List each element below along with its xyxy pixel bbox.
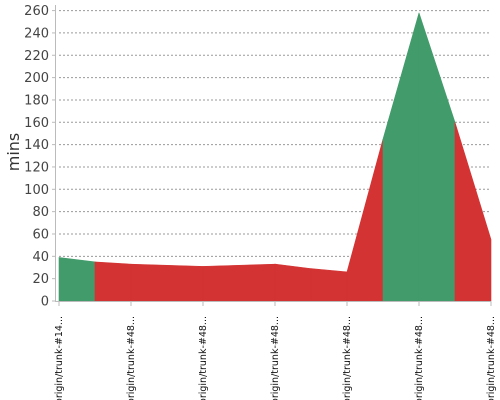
y-axis-label: mins — [4, 133, 23, 172]
area-segment-fail — [130, 263, 204, 302]
x-tick-label: origin/trunk-#14... — [54, 316, 65, 400]
area-segment-fail — [346, 138, 384, 302]
y-tick-label: 200 — [24, 71, 49, 86]
y-tick-label: 240 — [24, 26, 49, 41]
y-tick-label: 160 — [24, 116, 49, 131]
y-tick-label: 60 — [32, 227, 49, 242]
x-tick-label: origin/trunk-#48... — [270, 316, 281, 400]
y-tick-label: 40 — [32, 250, 49, 265]
area-segment-fail — [310, 268, 348, 302]
area-segment-pass — [58, 257, 96, 302]
y-tick-label: 20 — [32, 272, 49, 287]
area-segment-fail — [454, 122, 492, 302]
y-tick-labels: 0 20 40 60 80 100 120 140 160 180 200 220 240 260 — [24, 4, 49, 309]
x-tick-label: origin/trunk-#48... — [414, 316, 425, 400]
x-tick-label: origin/trunk-#48... — [126, 316, 137, 400]
area-segment-fail — [274, 263, 312, 302]
y-tick-label: 100 — [24, 183, 49, 198]
y-tick-label: 80 — [32, 205, 49, 220]
y-tick-label: 260 — [24, 4, 49, 19]
x-tick-label: origin/trunk-#48... — [198, 316, 209, 400]
y-tick-label: 140 — [24, 138, 49, 153]
area-segment-fail — [94, 261, 132, 302]
x-tick-labels: origin/trunk-#14... origin/trunk-#48... or… — [54, 316, 497, 400]
area-segment-pass — [418, 12, 456, 302]
axes — [52, 5, 492, 306]
x-tick-label: origin/trunk-#48... — [342, 316, 353, 400]
y-tick-label: 0 — [41, 295, 49, 310]
area-segment-fail — [202, 263, 276, 302]
area-segment-pass — [382, 12, 420, 302]
duration-area — [58, 12, 492, 302]
y-tick-label: 120 — [24, 160, 49, 175]
y-tick-label: 180 — [24, 93, 49, 108]
x-tick-label: origin/trunk-#48... — [486, 316, 497, 400]
y-tick-label: 220 — [24, 49, 49, 64]
